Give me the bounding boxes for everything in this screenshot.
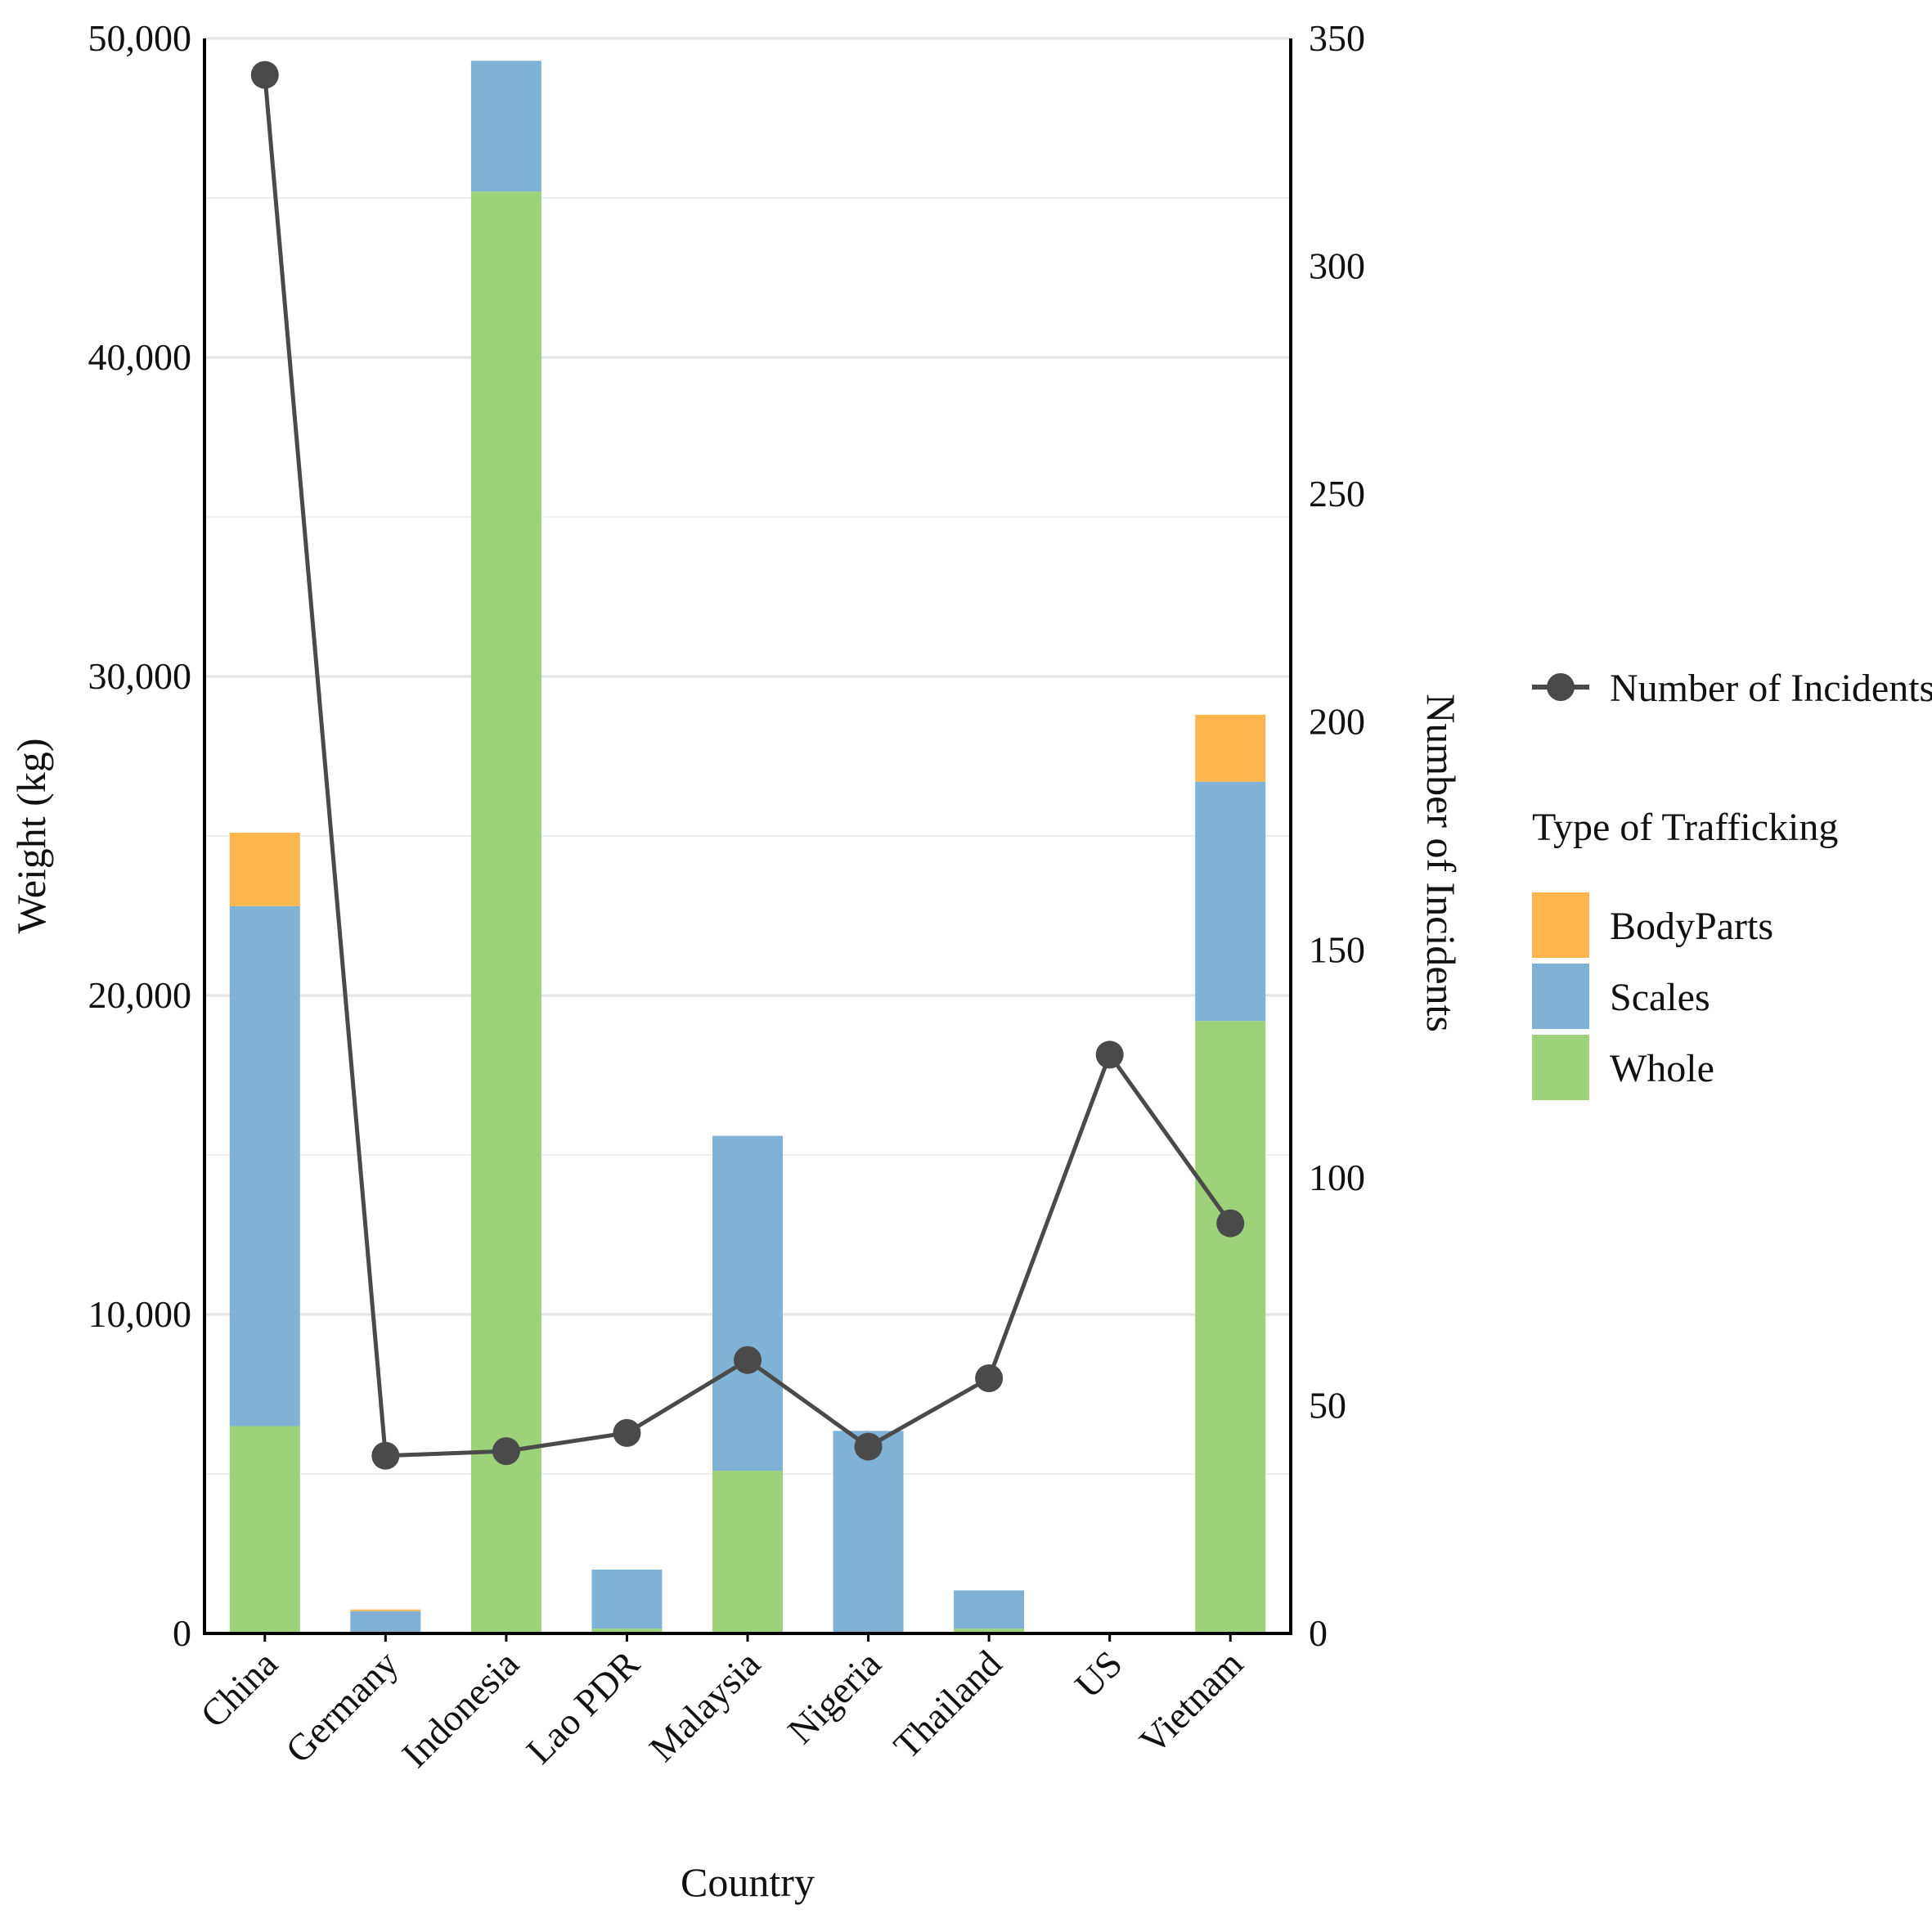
x-tick-label: China xyxy=(192,1642,285,1736)
y2-tick-label: 300 xyxy=(1309,245,1365,287)
axes xyxy=(203,38,1292,1642)
stacked-bars xyxy=(229,61,1266,1634)
x-axis-title: Country xyxy=(681,1859,815,1905)
legend-label-bodyparts: BodyParts xyxy=(1610,905,1773,948)
bar-scales-nigeria xyxy=(833,1431,904,1633)
incidents-line xyxy=(250,61,1245,1470)
legend-line-marker xyxy=(1547,673,1575,701)
y2-tick-label: 100 xyxy=(1309,1157,1365,1198)
incident-point-indonesia xyxy=(492,1437,520,1466)
x-tick-label: US xyxy=(1067,1642,1130,1706)
legend-swatch-whole xyxy=(1532,1035,1589,1100)
x-tick-label: Indonesia xyxy=(393,1642,527,1776)
x-tick-label: Lao PDR xyxy=(518,1642,647,1772)
legend-label-scales: Scales xyxy=(1610,976,1710,1019)
y-tick-label: 20,000 xyxy=(88,974,192,1016)
bar-scales-lao-pdr xyxy=(591,1570,663,1629)
legend-line-label: Number of Incidents xyxy=(1610,667,1932,710)
incident-point-germany xyxy=(371,1441,400,1470)
y2-axis-title: Number of Incidents xyxy=(1418,694,1464,1032)
bar-whole-indonesia xyxy=(470,191,541,1634)
bar-scales-malaysia xyxy=(712,1135,783,1471)
gridlines xyxy=(204,37,1291,1635)
x-tick-label: Malaysia xyxy=(641,1642,768,1769)
legend-swatch-bodyparts xyxy=(1532,892,1589,958)
incident-point-thailand xyxy=(975,1364,1004,1392)
y-tick-label: 10,000 xyxy=(88,1293,192,1335)
bar-scales-vietnam xyxy=(1195,781,1266,1022)
legend-title: Type of Trafficking xyxy=(1532,806,1838,849)
y2-tick-label: 150 xyxy=(1309,928,1365,970)
y-tick-label: 0 xyxy=(173,1612,191,1654)
y-axis-title: Weight (kg) xyxy=(8,739,54,934)
y2-tick-label: 50 xyxy=(1309,1384,1346,1426)
x-tick-label: Thailand xyxy=(886,1642,1010,1767)
x-tick-label: Vietnam xyxy=(1131,1642,1251,1762)
incident-point-china xyxy=(250,61,279,89)
bar-whole-china xyxy=(229,1426,300,1633)
x-tick-label: Nigeria xyxy=(780,1642,889,1752)
incident-point-nigeria xyxy=(854,1432,883,1461)
incident-point-lao-pdr xyxy=(613,1418,641,1447)
bar-bodyparts-germany xyxy=(350,1609,421,1611)
bar-scales-china xyxy=(229,905,300,1427)
incident-point-malaysia xyxy=(734,1346,762,1374)
bar-bodyparts-china xyxy=(229,833,300,906)
bar-whole-malaysia xyxy=(712,1471,783,1633)
y-tick-label: 40,000 xyxy=(88,336,192,378)
bar-whole-lao-pdr xyxy=(591,1629,663,1633)
legend: Number of Incidents Type of Trafficking … xyxy=(1532,667,1932,1100)
y2-tick-label: 250 xyxy=(1309,473,1365,514)
y2-tick-label: 0 xyxy=(1309,1612,1328,1654)
x-tick-label: Germany xyxy=(277,1642,406,1771)
bar-whole-vietnam xyxy=(1195,1021,1266,1633)
legend-swatch-scales xyxy=(1532,964,1589,1029)
y2-tick-label: 200 xyxy=(1309,701,1365,743)
y-tick-label: 30,000 xyxy=(88,655,192,697)
bar-scales-indonesia xyxy=(470,61,541,192)
y-tick-label: 50,000 xyxy=(88,17,192,59)
bar-scales-thailand xyxy=(954,1590,1025,1629)
bar-whole-thailand xyxy=(954,1629,1025,1633)
legend-label-whole: Whole xyxy=(1610,1047,1714,1090)
incident-point-vietnam xyxy=(1216,1209,1245,1238)
incident-point-us xyxy=(1095,1040,1124,1069)
bar-bodyparts-vietnam xyxy=(1195,714,1266,782)
bar-scales-germany xyxy=(350,1611,421,1633)
y2-tick-label: 350 xyxy=(1309,17,1365,59)
